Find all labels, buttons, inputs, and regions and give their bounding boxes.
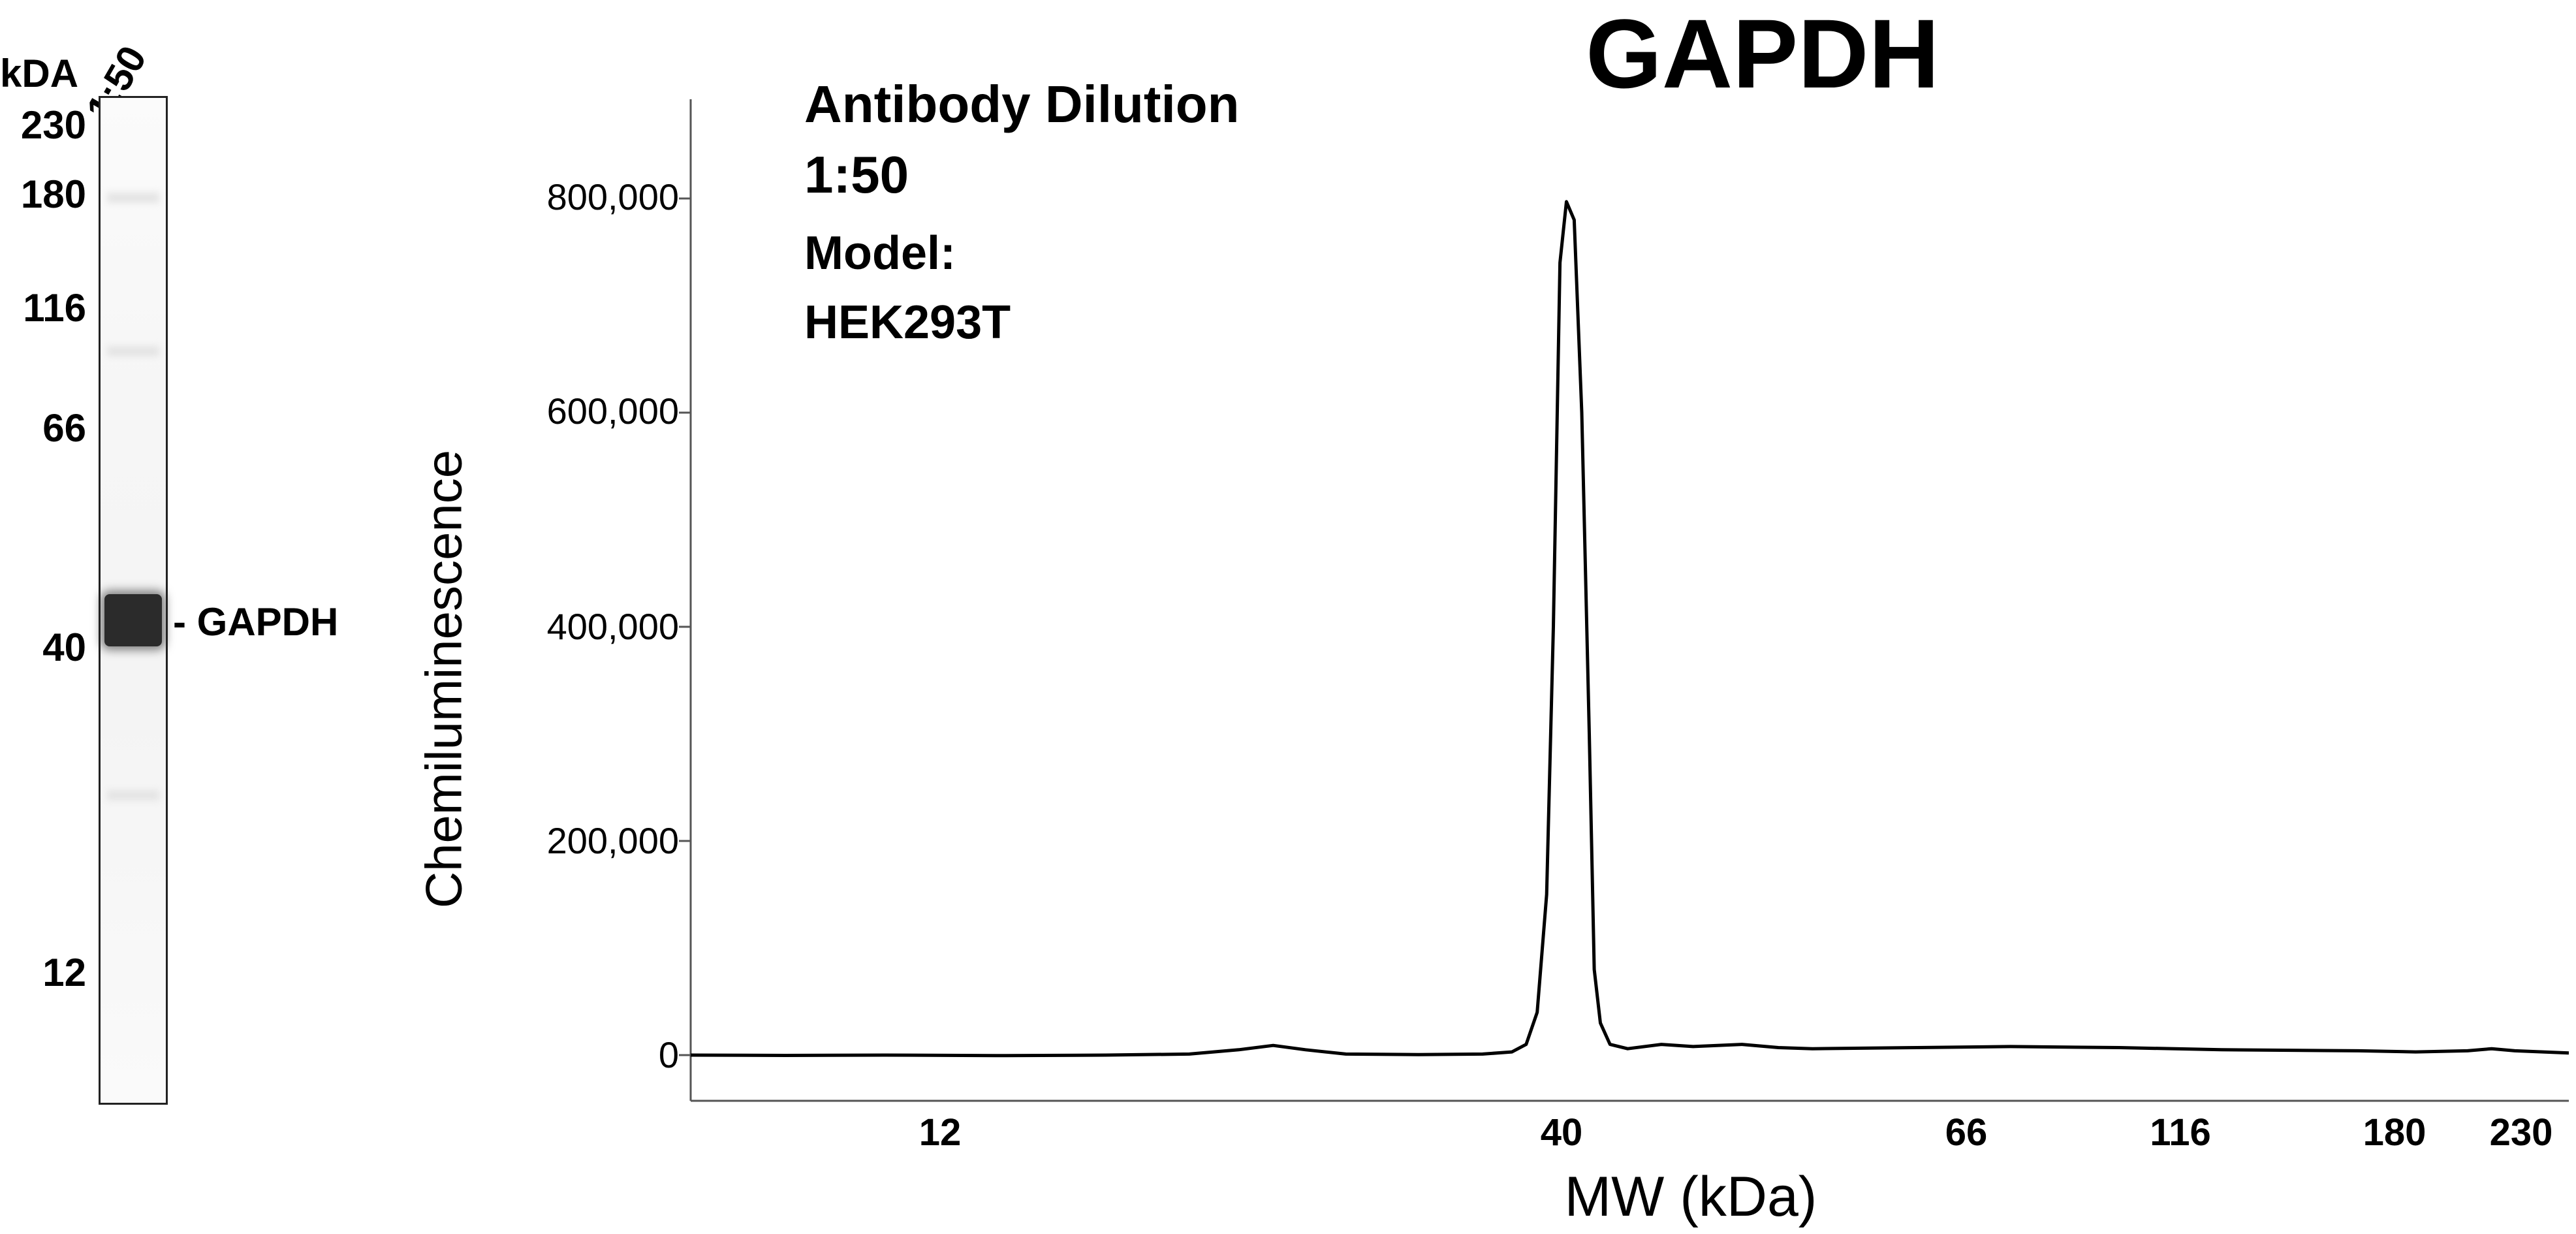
kda-header: kDA — [0, 52, 79, 95]
info-model-label: Model: — [804, 227, 956, 279]
info-dilution-value: 1:50 — [804, 146, 909, 204]
kda-marker-180: 180 — [20, 172, 86, 216]
y-tick-label: 600,000 — [546, 390, 679, 432]
x-tick-label: 40 — [1540, 1111, 1583, 1154]
y-ticks — [679, 197, 691, 1056]
y-tick-label: 400,000 — [546, 606, 679, 647]
x-tick-label: 116 — [2150, 1111, 2211, 1154]
x-tick-label: 12 — [919, 1111, 962, 1154]
kda-marker-116: 116 — [23, 286, 86, 330]
chemiluminescence-trace — [690, 200, 2569, 1058]
faint-band — [107, 790, 159, 800]
faint-band — [107, 346, 159, 356]
y-tick-label: 800,000 — [546, 176, 679, 217]
x-tick-label: 230 — [2489, 1111, 2553, 1154]
info-dilution-label: Antibody Dilution — [804, 75, 1240, 133]
band-annotation: - GAPDH — [173, 600, 339, 644]
x-axis-title: MW (kDa) — [1564, 1165, 1817, 1228]
kda-marker-12: 12 — [42, 951, 86, 994]
blot-panel: kDA 1:50 230 180 116 66 40 12 - GAPDH — [0, 0, 405, 1234]
kda-marker-66: 66 — [42, 406, 86, 450]
blot-lane — [99, 96, 168, 1105]
y-tick-label: 200,000 — [546, 820, 679, 861]
y-tick-label: 0 — [658, 1034, 679, 1075]
x-tick-label: 180 — [2363, 1111, 2427, 1154]
faint-band — [107, 193, 159, 203]
kda-marker-40: 40 — [42, 625, 86, 669]
info-model-value: HEK293T — [804, 296, 1011, 349]
x-tick-label: 66 — [1945, 1111, 1988, 1154]
kda-marker-230: 230 — [20, 103, 86, 147]
gapdh-band — [104, 594, 162, 646]
chart-title: GAPDH — [1586, 0, 1940, 108]
